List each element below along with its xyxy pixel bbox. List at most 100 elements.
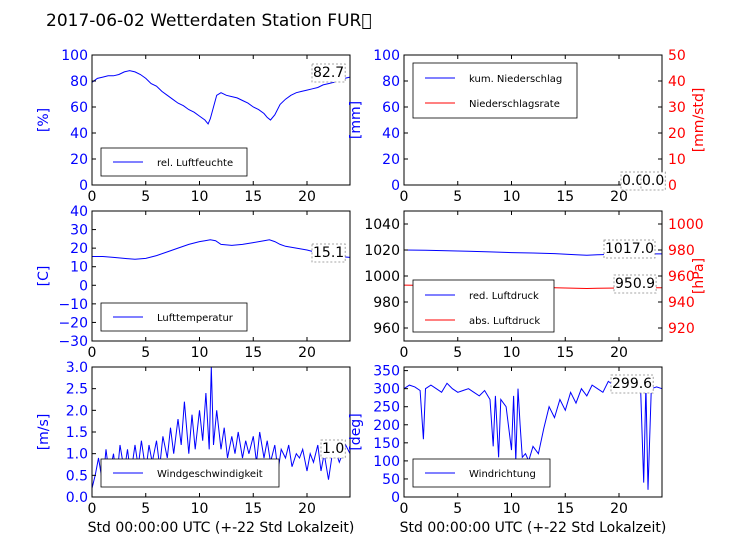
y-tick-label: 2.0 (66, 403, 88, 419)
y-tick-label: 200 (373, 418, 400, 434)
chart-temperature: 0 5 10 15 20 −30 −20 −10 0 10 20 30 40 [C] Lufttempera… (36, 204, 351, 361)
plot-frame (91, 54, 351, 186)
x-tick-label: 20 (610, 501, 628, 517)
y-right-tick-label: 40 (668, 74, 686, 90)
x-tick-label: 0 (400, 501, 409, 517)
y-right-tick-label: 940 (668, 295, 695, 311)
x-tick-label: 0 (400, 345, 409, 361)
legend-label: abs. Luftdruck (469, 316, 540, 327)
last-value-box (610, 374, 654, 394)
x-tick-label: 15 (244, 345, 262, 361)
x-tick-label: 10 (191, 345, 209, 361)
chart-rain: 0 5 10 15 20 0 20 40 60 80 100 0 10 20 30 40 50 [mm] [mm/s… (348, 48, 707, 205)
last-value-label: 15.1 (313, 245, 344, 261)
last-value-label: 1017.0 (605, 241, 654, 257)
legend-label: Lufttemperatur (157, 313, 234, 324)
y-tick-label: 0 (79, 178, 88, 194)
y-tick-label: 40 (382, 126, 400, 142)
y-axis-label: [%] (36, 108, 52, 132)
x-axis-label: Std 00:00:00 UTC (+-22 Std Lokalzeit) (88, 520, 355, 536)
y-right-tick-label: 30 (668, 100, 686, 116)
x-tick-label: 5 (141, 189, 150, 205)
y-tick-label: −20 (58, 315, 88, 331)
y-tick-label: 100 (373, 454, 400, 470)
y-tick-label: 80 (70, 74, 88, 90)
series-line-humidity-0 (91, 70, 351, 125)
x-tick-label: 15 (244, 501, 262, 517)
y-right-tick-label: 0 (668, 178, 677, 194)
x-tick-label: 5 (453, 501, 462, 517)
x-tick-label: 5 (453, 189, 462, 205)
y-tick-label: 250 (373, 400, 400, 416)
y-right-tick-label: 1000 (668, 217, 704, 233)
series-line-wind-0 (91, 366, 351, 489)
y-right-axis-label: [mm/std] (691, 88, 707, 153)
x-tick-label: 10 (503, 345, 521, 361)
x-tick-label: 15 (556, 501, 574, 517)
y-axis-label: [C] (36, 266, 52, 287)
last-value-right-label: 950.9 (615, 276, 655, 292)
x-tick-label: 10 (191, 501, 209, 517)
x-tick-label: 15 (244, 189, 262, 205)
x-tick-label: 20 (610, 345, 628, 361)
last-value-right-label: 0.0 (642, 173, 664, 189)
figure-title: 2017-06-02 Wetterdaten Station FUR  (46, 11, 372, 31)
y-tick-label: 2.5 (66, 382, 88, 398)
legend-label: Windgeschwindigkeit (157, 469, 263, 480)
last-value-right-box (613, 274, 657, 294)
x-tick-label: 20 (298, 345, 316, 361)
y-tick-label: 20 (70, 152, 88, 168)
y-tick-label: 150 (373, 436, 400, 452)
legend-label: kum. Niederschlag (469, 74, 562, 85)
y-tick-label: 3.0 (66, 360, 88, 376)
last-value-label: 0.0 (622, 173, 644, 189)
y-tick-label: 980 (373, 295, 400, 311)
y-axis-label: [m/s] (36, 414, 52, 451)
y-tick-label: 40 (70, 204, 88, 220)
x-tick-label: 0 (88, 189, 97, 205)
y-tick-label: 20 (382, 152, 400, 168)
chart-pressure: 0 5 10 15 20 960 980 1000 1020 1040 920 940 960 980 10… (364, 210, 707, 361)
series-line-temperature-0 (92, 239, 351, 260)
y-tick-label: 20 (70, 241, 88, 257)
x-tick-label: 5 (453, 345, 462, 361)
y-tick-label: 350 (373, 364, 400, 380)
y-right-axis-label: [hPa] (691, 258, 707, 294)
x-tick-label: 20 (298, 501, 316, 517)
y-tick-label: 1.0 (66, 447, 88, 463)
y-tick-label: −10 (58, 297, 88, 313)
x-tick-label: 10 (503, 189, 521, 205)
y-tick-label: 0.5 (66, 468, 88, 484)
last-value-box (320, 439, 346, 459)
last-value-label: 1.0 (322, 441, 344, 457)
last-value-box (311, 63, 346, 83)
y-tick-label: 1020 (364, 243, 400, 259)
x-tick-label: 10 (191, 189, 209, 205)
x-tick-label: 20 (610, 189, 628, 205)
y-tick-label: 80 (382, 74, 400, 90)
y-tick-label: 60 (382, 100, 400, 116)
plot-frame (403, 54, 663, 186)
x-tick-label: 5 (141, 501, 150, 517)
y-right-tick-label: 920 (668, 321, 695, 337)
last-value-label: 82.7 (313, 65, 344, 81)
last-value-box (603, 239, 656, 259)
y-right-tick-label: 960 (668, 269, 695, 285)
x-axis-label: Std 00:00:00 UTC (+-22 Std Lokalzeit) (400, 520, 667, 536)
y-tick-label: −30 (58, 334, 88, 350)
y-right-tick-label: 10 (668, 152, 686, 168)
y-tick-label: 0.0 (66, 490, 88, 506)
y-tick-label: 1000 (364, 269, 400, 285)
x-tick-label: 10 (503, 501, 521, 517)
y-tick-label: 0 (391, 178, 400, 194)
y-tick-label: 40 (70, 126, 88, 142)
y-axis-label: [mm] (348, 101, 364, 139)
legend-box (412, 62, 578, 119)
x-tick-label: 5 (141, 345, 150, 361)
legend-label: Niederschlagsrate (469, 99, 560, 110)
last-value-label: 299.6 (612, 376, 652, 392)
legend-box (412, 279, 555, 333)
y-right-tick-label: 50 (668, 48, 686, 64)
